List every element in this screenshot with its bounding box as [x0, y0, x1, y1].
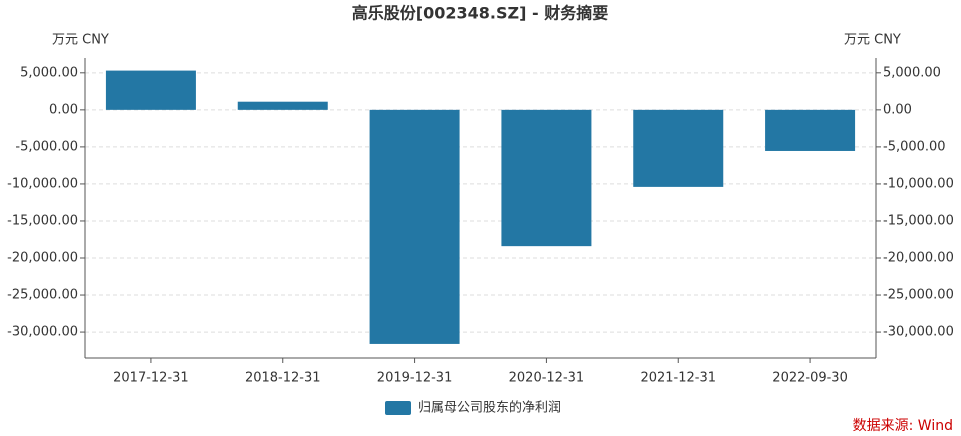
bar	[369, 109, 460, 344]
y2-tick-label: 0.00	[883, 102, 912, 117]
bar	[237, 101, 328, 110]
legend-swatch	[385, 401, 411, 415]
x-tick-label: 2019-12-31	[377, 371, 453, 386]
y-tick-label: -30,000.00	[7, 325, 78, 340]
y-tick-label: 5,000.00	[20, 65, 78, 80]
legend-label: 归属母公司股东的净利润	[418, 400, 561, 416]
y-tick-label: -10,000.00	[7, 176, 78, 191]
y-axis-unit: 万元 CNY	[52, 33, 109, 48]
y2-tick-label: -20,000.00	[883, 251, 954, 266]
y2-tick-label: -15,000.00	[883, 213, 954, 228]
y-tick-label: -20,000.00	[7, 251, 78, 266]
y-tick-label: -25,000.00	[7, 288, 78, 303]
chart-title: 高乐股份[002348.SZ] - 财务摘要	[352, 4, 608, 23]
x-tick-label: 2021-12-31	[640, 371, 716, 386]
y-tick-label: 0.00	[49, 102, 78, 117]
y2-tick-label: -25,000.00	[883, 288, 954, 303]
bar	[633, 109, 724, 187]
y2-tick-label: -10,000.00	[883, 176, 954, 191]
bar	[105, 70, 196, 110]
y2-tick-label: -5,000.00	[883, 139, 946, 154]
y2-tick-label: -30,000.00	[883, 325, 954, 340]
x-tick-label: 2017-12-31	[113, 371, 189, 386]
y2-axis-unit: 万元 CNY	[844, 33, 901, 48]
x-tick-label: 2018-12-31	[245, 371, 321, 386]
bar	[765, 109, 856, 151]
y-tick-label: -15,000.00	[7, 213, 78, 228]
x-tick-label: 2022-09-30	[772, 371, 848, 386]
source: 数据来源: Wind	[853, 418, 953, 434]
x-tick-label: 2020-12-31	[509, 371, 585, 386]
bar	[501, 109, 592, 247]
y2-tick-label: 5,000.00	[883, 65, 941, 80]
y-tick-label: -5,000.00	[15, 139, 78, 154]
